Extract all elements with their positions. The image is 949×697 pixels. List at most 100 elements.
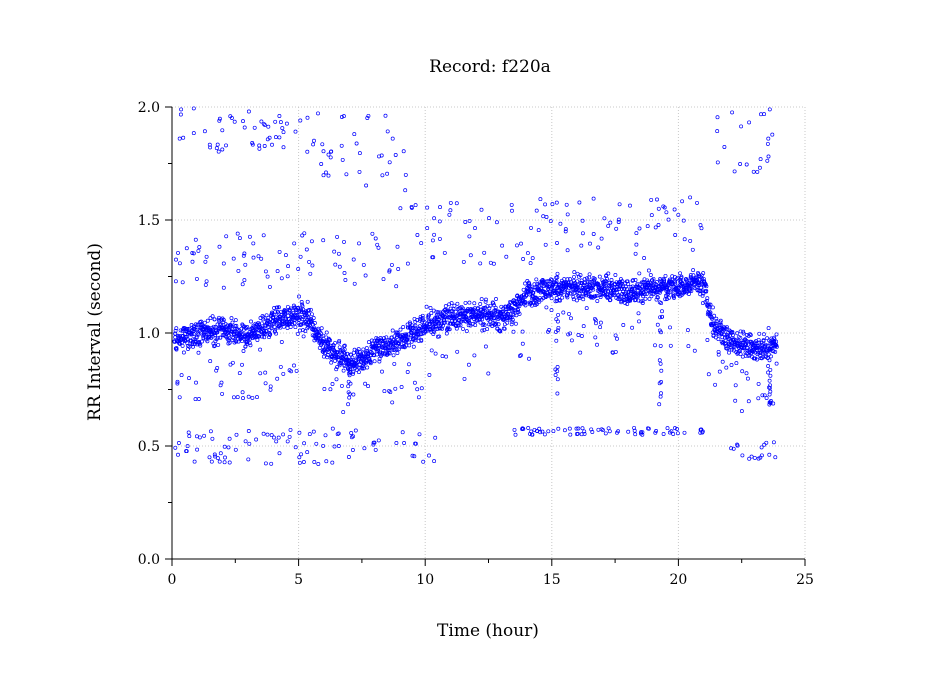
data-point [292, 241, 297, 246]
data-point [767, 452, 772, 457]
data-point [421, 459, 426, 464]
data-point [204, 279, 209, 284]
data-point [705, 338, 710, 342]
data-point [271, 435, 276, 440]
data-point [413, 338, 418, 343]
data-point [577, 200, 582, 205]
data-point [672, 426, 677, 431]
data-point [434, 309, 439, 314]
data-point [339, 115, 344, 119]
data-point [401, 325, 406, 329]
data-point [181, 350, 186, 355]
data-point [606, 426, 611, 431]
data-point [311, 142, 316, 147]
data-point [332, 249, 337, 254]
data-point [265, 322, 270, 327]
data-point [326, 152, 331, 157]
data-point [263, 461, 268, 466]
data-point [597, 274, 602, 279]
data-point [718, 318, 723, 323]
data-point [563, 227, 568, 232]
data-point [509, 322, 514, 327]
data-point [342, 271, 347, 275]
data-point [222, 460, 227, 465]
data-point [734, 361, 739, 366]
data-point [767, 358, 772, 363]
data-point [544, 215, 549, 219]
data-point [437, 334, 442, 339]
data-point [485, 327, 490, 332]
data-point [281, 432, 286, 437]
data-point [407, 320, 412, 325]
data-point [174, 347, 179, 352]
data-point [412, 325, 417, 330]
data-point [217, 244, 222, 249]
data-point [337, 338, 342, 343]
data-point [745, 376, 750, 381]
data-point [472, 301, 477, 306]
data-point [558, 221, 563, 226]
data-point [442, 321, 447, 325]
data-point [247, 340, 252, 345]
data-point [766, 136, 771, 141]
data-point [227, 340, 232, 345]
data-point [342, 239, 346, 244]
data-point [509, 202, 514, 207]
data-point [312, 321, 317, 325]
data-point [424, 304, 429, 309]
data-point [208, 316, 213, 321]
data-point [208, 359, 213, 364]
data-point [233, 318, 238, 323]
data-point [428, 306, 433, 310]
data-point [467, 218, 472, 223]
data-point [553, 373, 558, 377]
data-point [204, 254, 209, 259]
data-point [262, 328, 266, 333]
data-point [262, 144, 267, 148]
data-point [307, 432, 312, 437]
data-point [415, 387, 420, 392]
data-point [479, 207, 484, 212]
data-point [568, 432, 573, 437]
data-point [580, 218, 585, 223]
data-point [688, 238, 693, 243]
data-point [660, 309, 664, 314]
data-point [551, 429, 556, 434]
data-point [415, 233, 420, 237]
data-point [297, 294, 301, 299]
data-point [580, 294, 585, 299]
data-point [246, 429, 251, 433]
data-point [646, 268, 651, 273]
data-point [344, 172, 349, 177]
data-point [765, 158, 770, 163]
data-point [193, 237, 198, 242]
data-point [582, 277, 587, 282]
data-point [425, 205, 430, 210]
data-point [620, 279, 625, 284]
data-point [396, 267, 401, 271]
data-point [517, 311, 522, 316]
data-point [290, 322, 295, 327]
data-point [517, 354, 522, 358]
data-point [324, 330, 329, 335]
data-point [216, 149, 221, 154]
data-point [263, 269, 268, 274]
data-point [312, 138, 316, 143]
data-point [187, 344, 192, 349]
data-point [257, 146, 262, 151]
data-point [772, 335, 777, 340]
data-point [510, 317, 515, 322]
data-point [269, 461, 274, 466]
data-point [361, 347, 366, 352]
data-point [432, 216, 437, 221]
data-point [550, 202, 555, 207]
data-point [380, 173, 385, 178]
data-point [277, 249, 282, 254]
data-point [708, 310, 713, 315]
data-point [574, 289, 579, 294]
data-point [219, 317, 224, 322]
data-point [767, 385, 771, 390]
data-point [307, 308, 312, 312]
data-point [351, 369, 356, 374]
data-point [591, 196, 596, 201]
